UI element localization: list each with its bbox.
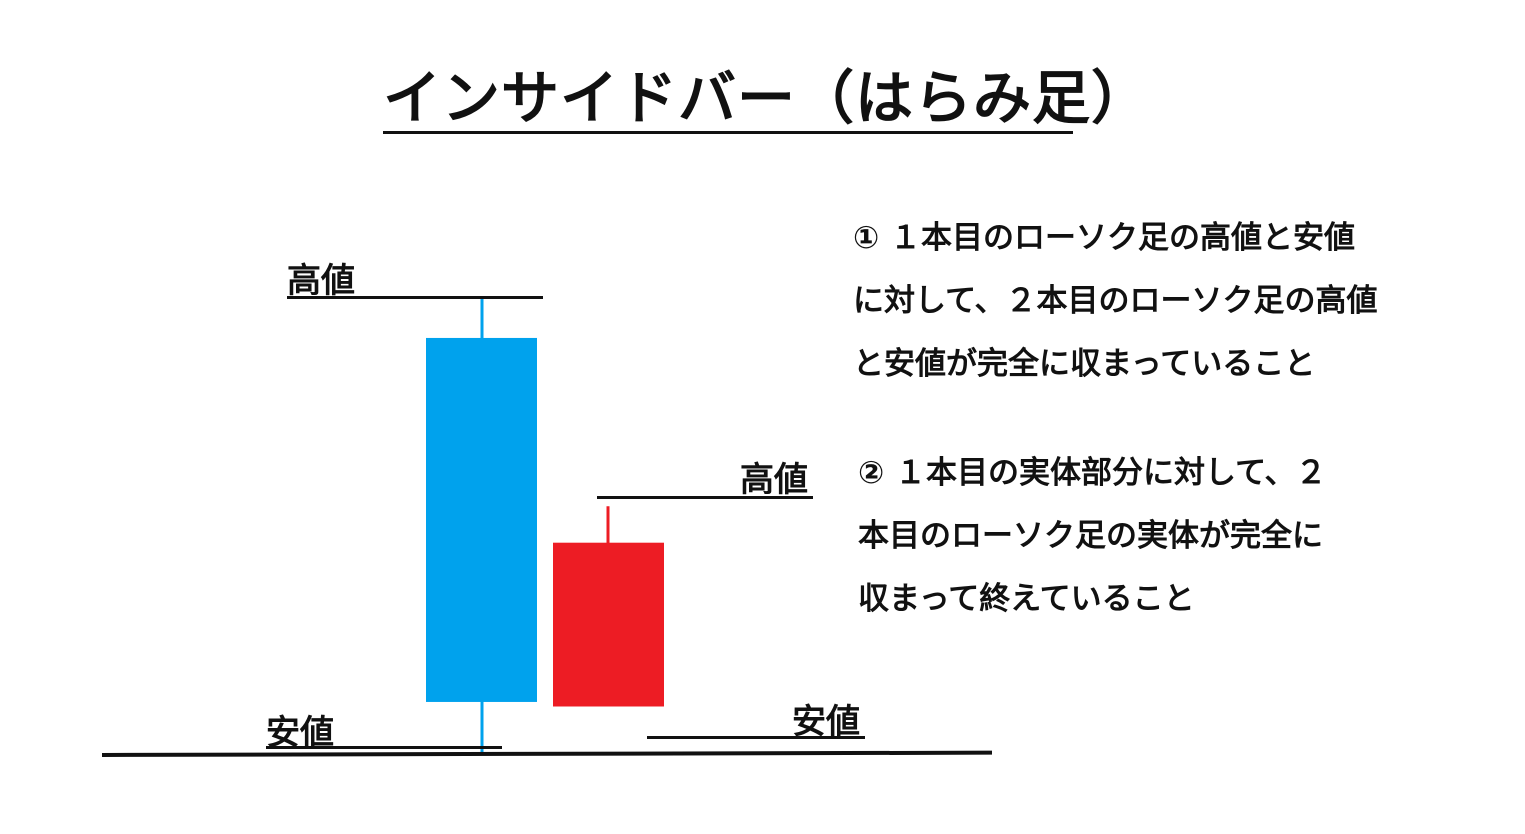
title-underline [383,131,1073,134]
second-candle-high-line [597,496,813,499]
second-candle-body [553,542,664,707]
condition-1-line-2: に対して、２本目のローソク足の高値 [853,283,1378,319]
condition-2-line-2: 本目のローソク足の実体が完全に [858,518,1323,554]
second-candle-low-label: 安値 [792,702,860,742]
condition-1-line-1: ① １本目のローソク足の高値と安値 [853,220,1356,256]
condition-2-line-1: ② １本目の実体部分に対して、２ [858,455,1327,491]
second-candle-low-line [647,736,865,739]
first-candle-low-line [266,746,502,749]
condition-2: ② １本目の実体部分に対して、２ 本目のローソク足の実体が完全に 収まって終えて… [858,442,1327,631]
condition-2-line-3: 収まって終えていること [858,581,1195,617]
diagram-title: インサイドバー（はらみ足） [383,64,1151,132]
first-candle-high-label: 高値 [287,261,355,301]
second-candle-high-label: 高値 [740,460,808,500]
condition-1: ① １本目のローソク足の高値と安値 に対して、２本目のローソク足の高値 と安値が… [853,207,1378,396]
first-candle-body [426,337,537,702]
first-candle-high-line [287,296,543,299]
condition-1-line-3: と安値が完全に収まっていること [853,346,1316,382]
